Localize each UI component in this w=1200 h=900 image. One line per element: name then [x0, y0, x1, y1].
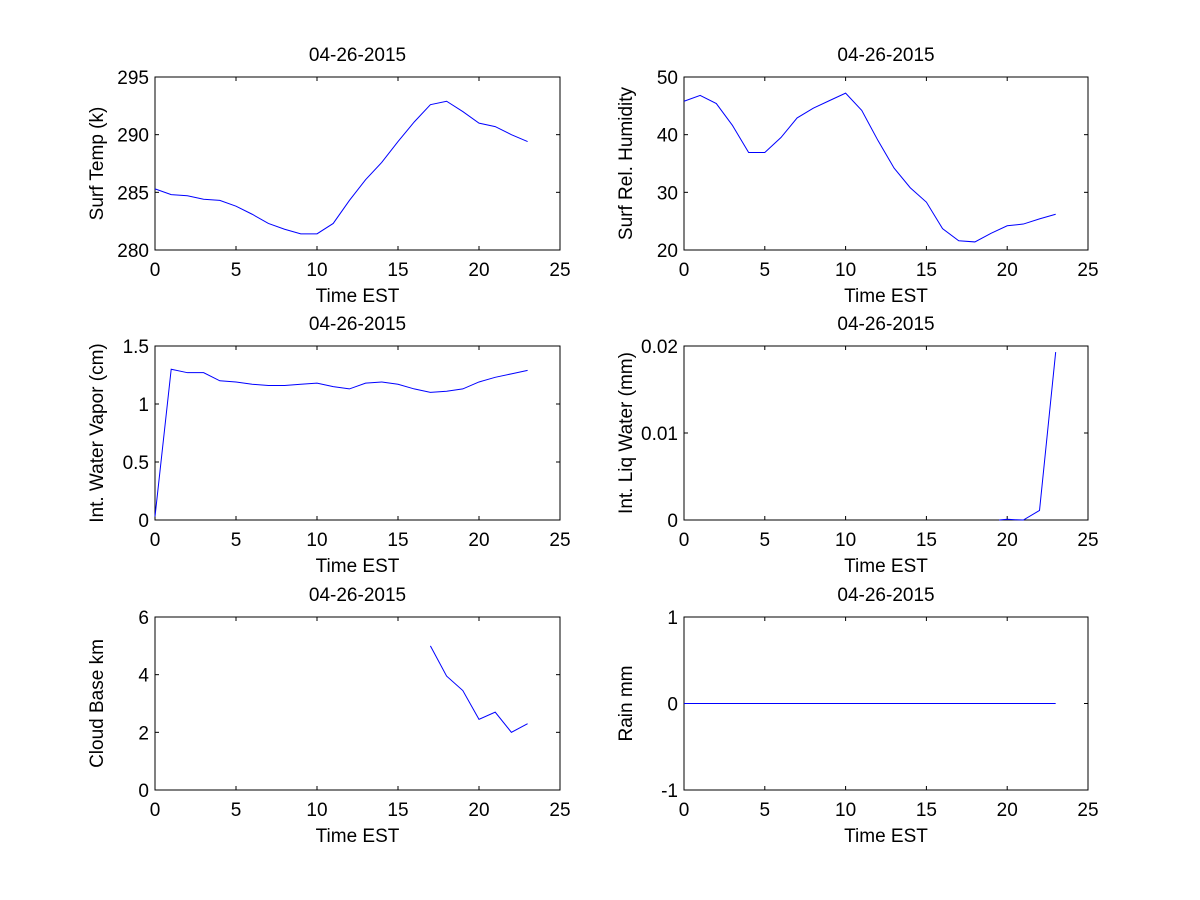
series-line	[154, 368, 528, 517]
x-axis-label: Time EST	[844, 556, 928, 577]
x-tick-label: 15	[387, 530, 408, 551]
x-tick-label: 20	[997, 260, 1018, 281]
y-tick-label: 0	[667, 511, 678, 532]
x-tick-label: 5	[760, 800, 771, 821]
x-tick-label: 5	[231, 530, 242, 551]
y-tick-label: 280	[117, 241, 149, 262]
series-line	[999, 352, 1057, 521]
x-tick-label: 10	[306, 530, 327, 551]
y-tick-label: 30	[657, 183, 678, 204]
y-axis-label: Cloud Base km	[87, 639, 108, 768]
x-tick-label: 10	[835, 260, 856, 281]
plot-frame	[154, 345, 561, 521]
plot-frame	[154, 76, 561, 251]
chart-title: 04-26-2015	[309, 45, 406, 66]
x-tick-label: 5	[231, 260, 242, 281]
series-line	[154, 100, 528, 235]
subplot-4: 0 5 10 15 20 25 0 0.01 0.02 04-26-2015 Time EST Int…	[616, 314, 1099, 577]
x-tick-label: 10	[306, 260, 327, 281]
y-tick-label: 2	[138, 723, 149, 744]
x-tick-label: 15	[387, 800, 408, 821]
plot-frame	[683, 76, 1089, 251]
y-tick-label: 4	[138, 666, 149, 687]
x-tick-label: 10	[306, 800, 327, 821]
x-tick-label: 20	[997, 800, 1018, 821]
y-tick-label: 295	[117, 68, 149, 89]
x-tick-label: 5	[760, 260, 771, 281]
x-tick-label: 20	[468, 800, 489, 821]
x-tick-label: 25	[1077, 530, 1098, 551]
x-tick-label: 5	[760, 530, 771, 551]
subplot-3: 0 5 10 15 20 25 0 0.5 1 1.5 04-26-2015 Time EST Int.…	[87, 314, 571, 577]
y-axis-label: Rain mm	[616, 665, 637, 741]
series-line	[429, 645, 528, 733]
x-tick-label: 0	[150, 530, 161, 551]
x-tick-label: 25	[1077, 800, 1098, 821]
y-tick-label: 20	[657, 241, 678, 262]
y-tick-label: 290	[117, 126, 149, 147]
x-tick-label: 25	[549, 800, 570, 821]
x-tick-label: 10	[835, 530, 856, 551]
x-tick-label: 0	[150, 800, 161, 821]
x-tick-label: 0	[679, 800, 690, 821]
x-tick-label: 20	[997, 530, 1018, 551]
y-tick-label: 1.5	[123, 337, 149, 358]
y-tick-label: 0	[667, 695, 678, 716]
y-tick-label: 0	[138, 781, 149, 802]
x-tick-label: 20	[468, 260, 489, 281]
x-axis-label: Time EST	[316, 556, 400, 577]
y-tick-label: -1	[661, 781, 678, 802]
x-tick-label: 0	[150, 260, 161, 281]
plot-frame	[683, 345, 1089, 521]
y-axis-label: Surf Rel. Humidity	[616, 86, 637, 240]
y-tick-label: 6	[138, 608, 149, 629]
x-axis-label: Time EST	[844, 286, 928, 307]
y-tick-label: 50	[657, 68, 678, 89]
x-tick-label: 5	[231, 800, 242, 821]
y-tick-label: 0.5	[123, 453, 149, 474]
subplot-2: 0 5 10 15 20 25 20 30 40 50 04-26-2015 Time EST Surf…	[616, 45, 1099, 307]
y-tick-label: 1	[138, 395, 149, 416]
y-tick-label: 40	[657, 126, 678, 147]
chart-title: 04-26-2015	[309, 314, 406, 335]
x-tick-label: 25	[1077, 260, 1098, 281]
x-tick-label: 15	[916, 800, 937, 821]
y-tick-label: 0.01	[641, 424, 678, 445]
chart-title: 04-26-2015	[837, 314, 934, 335]
x-tick-label: 0	[679, 260, 690, 281]
x-axis-label: Time EST	[316, 826, 400, 847]
x-tick-label: 25	[549, 260, 570, 281]
x-axis-label: Time EST	[844, 826, 928, 847]
y-axis-label: Int. Liq Water (mm)	[616, 352, 637, 514]
subplot-1: 0 5 10 15 20 25 280 285 290 295 04-26-2015 Time EST…	[87, 45, 571, 307]
chart-title: 04-26-2015	[837, 585, 934, 606]
x-tick-label: 15	[916, 530, 937, 551]
y-axis-label: Int. Water Vapor (cm)	[87, 343, 108, 522]
plot-frame	[154, 616, 561, 791]
chart-title: 04-26-2015	[309, 585, 406, 606]
x-tick-label: 15	[387, 260, 408, 281]
x-tick-label: 20	[468, 530, 489, 551]
x-axis-label: Time EST	[316, 286, 400, 307]
y-tick-label: 1	[667, 608, 678, 629]
x-tick-label: 0	[679, 530, 690, 551]
series-line	[683, 92, 1056, 243]
chart-title: 04-26-2015	[837, 45, 934, 66]
y-tick-label: 285	[117, 183, 149, 204]
x-tick-label: 10	[835, 800, 856, 821]
subplot-5: 0 5 10 15 20 25 0 2 4 6 04-26-2015 Time EST Cloud Ba…	[87, 585, 571, 847]
y-tick-label: 0.02	[641, 337, 678, 358]
y-axis-label: Surf Temp (k)	[87, 107, 108, 221]
y-tick-label: 0	[138, 511, 149, 532]
x-tick-label: 25	[549, 530, 570, 551]
x-tick-label: 15	[916, 260, 937, 281]
